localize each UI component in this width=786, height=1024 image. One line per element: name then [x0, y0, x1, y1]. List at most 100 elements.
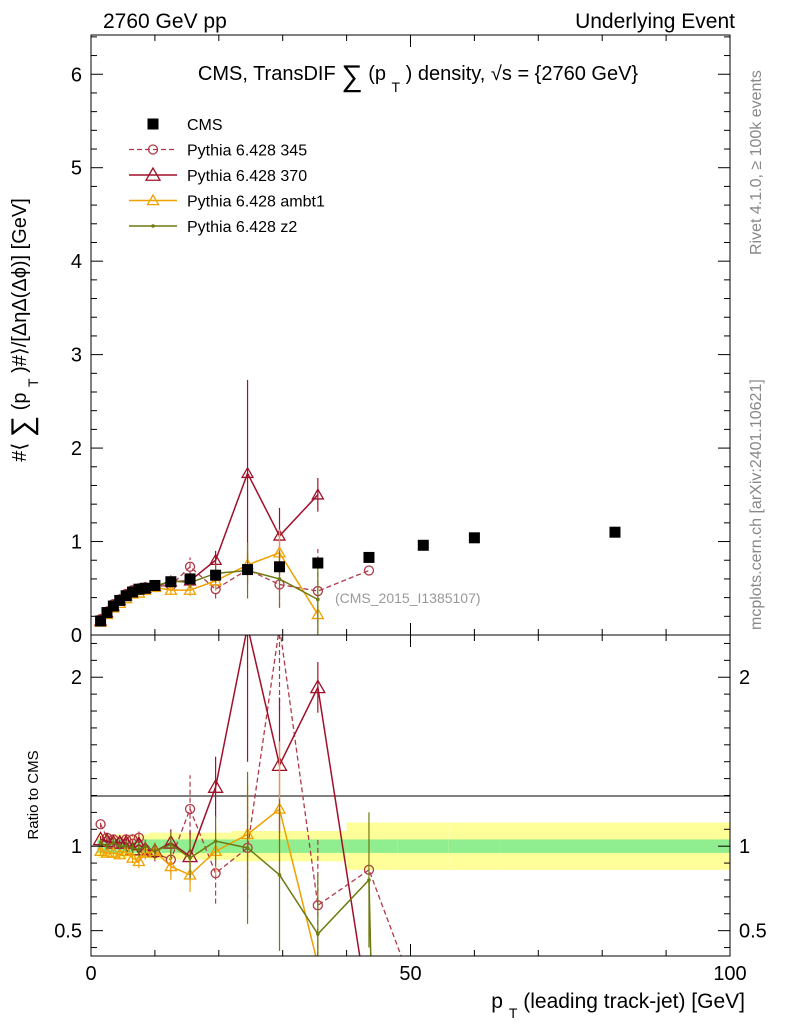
main-marks: [93, 379, 621, 635]
ratio-z2-point: [370, 1013, 374, 1017]
ratio-p370-point: [309, 679, 326, 694]
ratio-z2-point: [143, 844, 148, 848]
main-title: CMS, TransDIF ∑ (p T ) density, √s = {27…: [198, 60, 639, 97]
cms-data-point: [312, 557, 324, 569]
cms-data-point: [133, 583, 145, 595]
header-right: Underlying Event: [575, 10, 735, 33]
x-axis-label: p T (leading track-jet) [GeV]: [491, 990, 745, 1023]
y-tick-label: 1: [71, 532, 82, 554]
legend-cms-label: CMS: [187, 117, 223, 134]
x-ticklabels: 0 50 100: [85, 963, 746, 985]
legend-ambt1-label: Pythia 6.428 ambt1: [187, 194, 325, 211]
ratio-p345-point: [95, 819, 106, 830]
ratio-p345-point: [419, 1011, 428, 1020]
x-tick-label: 0: [85, 963, 96, 985]
main-ticks: 0 1 2 3 4 5 6: [71, 35, 731, 647]
ratio-ticks: 0.5 0.5 1 1 2 2: [54, 635, 767, 956]
ratio-ambt1-point: [183, 868, 197, 880]
cms-data-point: [417, 539, 429, 551]
ratio-y-tick-label: 2: [71, 667, 82, 689]
main-z2-point: [316, 597, 320, 602]
title-suffix: density, √s = {2760 GeV}: [418, 63, 639, 85]
cms-data-point: [274, 561, 286, 573]
ratio-band-inner: [448, 839, 500, 853]
ratio-ambt1-point: [113, 847, 127, 860]
main-p345-point: [363, 565, 375, 576]
main-p370-line: [99, 471, 319, 622]
ratio-ambt1-point: [312, 959, 323, 969]
ratio-p370-point: [207, 778, 224, 793]
title-prefix: CMS, TransDIF: [198, 63, 336, 85]
ratio-ambt1-point: [100, 846, 114, 858]
main-panel: 0 1 2 3 4 5 6 CMS, TransDIF ∑ (p T ) density, …: [6, 34, 731, 647]
ratio-z2-point: [130, 846, 135, 850]
ratio-z2-line: [100, 840, 372, 956]
ratio-marks: [92, 620, 428, 1020]
title-sub: T: [392, 79, 401, 95]
cms-data-point: [609, 526, 621, 538]
legend-p345-marker: [147, 144, 159, 155]
ratio-ambt1-point: [93, 844, 108, 857]
main-ylabel: #⟨ ∑ (p T )#⟩/[ΔηΔ(Δϕ)] [GeV]: [6, 198, 43, 462]
legend-z2-label: Pythia 6.428 z2: [187, 219, 297, 236]
ratio-band: [97, 822, 730, 870]
ratio-z2-point: [111, 841, 116, 845]
rivet-label: Rivet 4.1.0, ≥ 100k events: [748, 70, 765, 255]
ratio-p370-point: [241, 620, 255, 632]
ratio-z2-point: [316, 932, 320, 936]
cms-data-point: [468, 532, 480, 544]
cms-data-point: [242, 564, 254, 576]
legend: CMS Pythia 6.428 345 Pythia 6.428 370 Pythi…: [129, 117, 325, 236]
title-sum: ∑: [341, 60, 362, 93]
ratio-p370-line: [100, 635, 361, 956]
cms-data-point: [120, 590, 132, 602]
x-tick-label: 50: [399, 963, 421, 985]
ratio-p345-point: [184, 803, 196, 815]
mcplots-label: mcplots.cern.ch [arXiv:2401.10621]: [748, 379, 765, 630]
y-tick-label: 3: [71, 345, 82, 367]
legend-ambt1-marker: [146, 193, 160, 206]
y-tick-label: 0: [71, 625, 82, 647]
ratio-z2-point: [124, 844, 128, 848]
ratio-band-inner: [346, 839, 398, 853]
header-left: 2760 GeV pp: [103, 10, 227, 33]
ratio-ambt1-point: [138, 846, 152, 858]
ratio-z2-point: [245, 846, 250, 850]
main-p370-point: [311, 488, 325, 500]
ratio-y-tick-label: 0.5: [54, 921, 82, 943]
cms-data-point: [184, 573, 196, 585]
ratio-y-tick-label-right: 2: [739, 667, 750, 689]
main-z2-point: [277, 577, 282, 581]
cms-data-point: [95, 615, 107, 627]
ratio-z2-point: [188, 856, 192, 860]
cms-data-point: [210, 569, 222, 581]
ratio-z2-point: [367, 878, 371, 882]
main-ambt1-point: [164, 583, 178, 595]
cms-data-point: [165, 576, 177, 588]
analysis-id: (CMS_2015_I1385107): [335, 590, 481, 606]
y-tick-label: 5: [71, 158, 82, 180]
ratio-band-inner: [397, 839, 449, 853]
cms-data-point: [363, 551, 375, 563]
ratio-panel: 0.5 0.5 1 1 2 2 Ratio to CMS: [25, 620, 767, 1020]
ratio-y-tick-label-right: 0.5: [739, 921, 767, 943]
ratio-z2-point: [98, 841, 103, 845]
x-tick-label: 100: [713, 963, 746, 985]
legend-p345-label: Pythia 6.428 345: [187, 143, 307, 160]
title-p: (p: [368, 63, 386, 85]
ratio-ambt1-point: [164, 859, 178, 872]
ratio-band-inner: [295, 839, 347, 853]
cms-data-point: [127, 586, 139, 598]
cms-data-point: [114, 594, 126, 606]
ratio-z2-point: [117, 844, 122, 848]
legend-p370-marker: [144, 166, 162, 181]
y-tick-label: 2: [71, 438, 82, 460]
cms-data-point: [139, 582, 151, 594]
cms-data-point: [107, 600, 119, 612]
main-p345-point: [184, 561, 196, 572]
ratio-ambt1-point: [132, 854, 146, 867]
main-p370-point: [240, 466, 255, 479]
ratio-z2-point: [153, 849, 157, 854]
ratio-y-tick-label-right: 1: [739, 836, 750, 858]
